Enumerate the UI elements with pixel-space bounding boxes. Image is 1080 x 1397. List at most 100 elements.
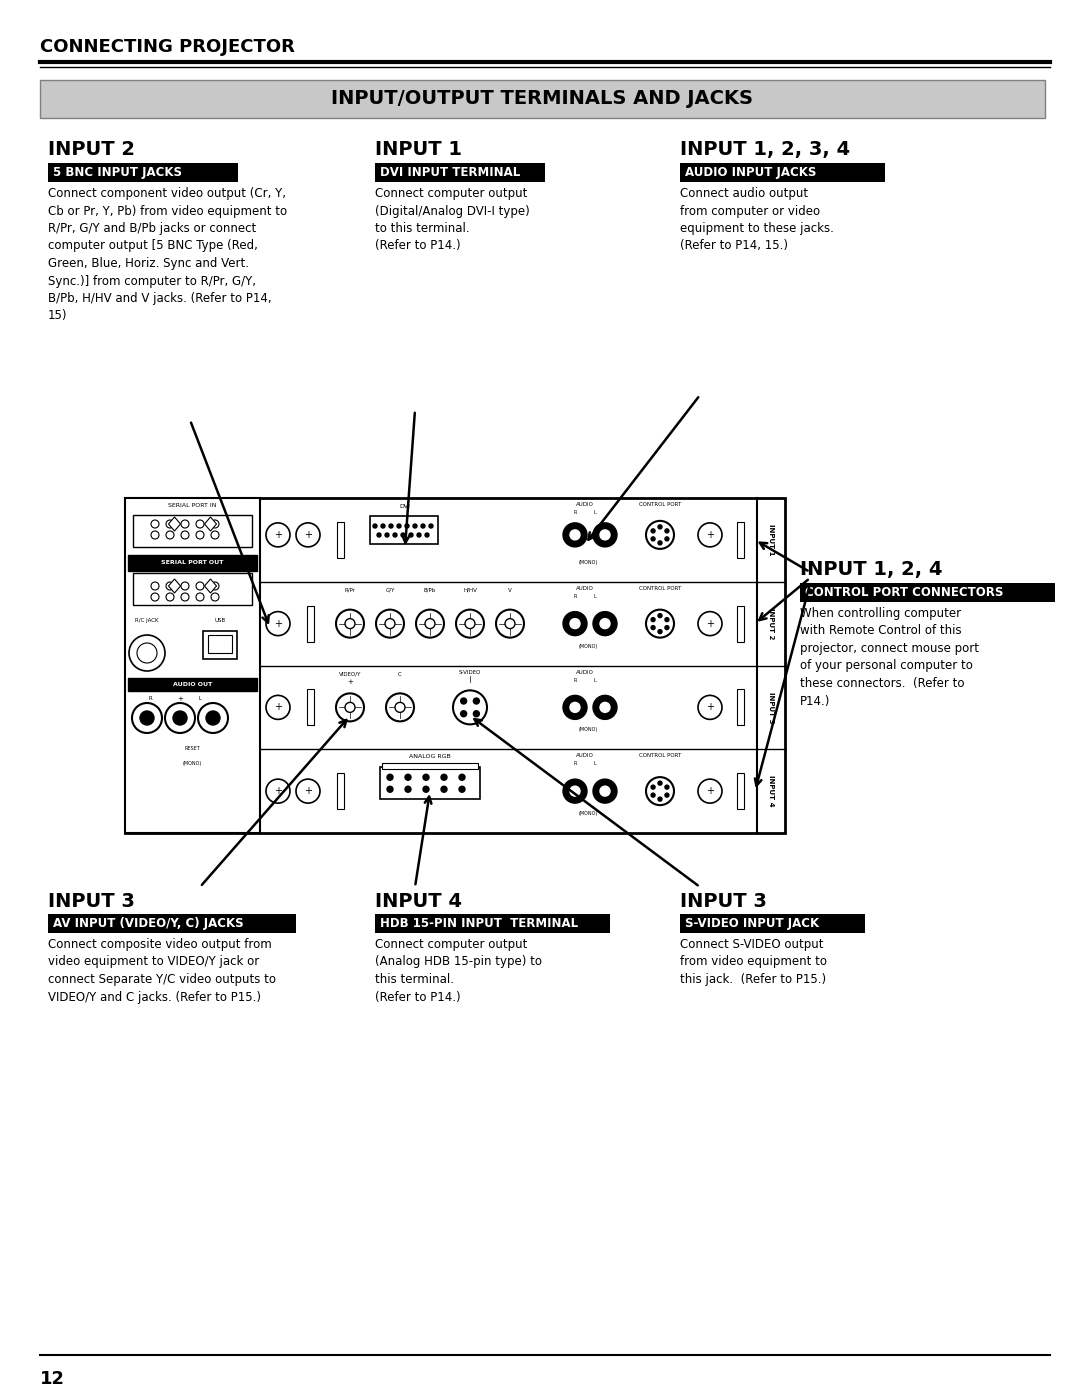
Circle shape xyxy=(387,774,393,781)
Circle shape xyxy=(563,522,588,546)
Text: +: + xyxy=(177,696,183,703)
Bar xyxy=(125,497,785,833)
Bar xyxy=(375,914,610,933)
Text: R/Pr: R/Pr xyxy=(345,588,355,592)
Text: INPUT 2: INPUT 2 xyxy=(48,140,135,159)
Circle shape xyxy=(505,619,515,629)
Text: USB: USB xyxy=(215,617,226,623)
Circle shape xyxy=(266,612,291,636)
Polygon shape xyxy=(204,578,216,592)
Circle shape xyxy=(181,531,189,539)
Text: AUDIO: AUDIO xyxy=(576,669,594,675)
Circle shape xyxy=(416,609,444,637)
Text: (MONO): (MONO) xyxy=(183,761,202,766)
Text: +: + xyxy=(706,529,714,539)
Text: (MONO): (MONO) xyxy=(579,560,597,564)
Circle shape xyxy=(395,703,405,712)
Text: CONTROL PORT: CONTROL PORT xyxy=(639,585,681,591)
Circle shape xyxy=(646,609,674,637)
Text: R: R xyxy=(573,510,577,515)
Circle shape xyxy=(173,711,187,725)
Bar xyxy=(737,606,743,641)
Text: +: + xyxy=(274,619,282,629)
Circle shape xyxy=(195,520,204,528)
Circle shape xyxy=(698,696,723,719)
Circle shape xyxy=(658,541,662,545)
Bar xyxy=(370,515,438,543)
Circle shape xyxy=(658,613,662,617)
Circle shape xyxy=(593,612,617,636)
Text: Connect computer output
(Digital/Analog DVI-I type)
to this terminal.
(Refer to : Connect computer output (Digital/Analog … xyxy=(375,187,530,253)
Text: INPUT 1, 2, 3, 4: INPUT 1, 2, 3, 4 xyxy=(680,140,850,159)
Bar xyxy=(129,678,257,692)
Text: L: L xyxy=(199,696,202,701)
Circle shape xyxy=(381,524,384,528)
Text: (MONO): (MONO) xyxy=(579,728,597,732)
Circle shape xyxy=(461,698,467,704)
Text: (MONO): (MONO) xyxy=(579,812,597,816)
Circle shape xyxy=(211,592,219,601)
Circle shape xyxy=(336,693,364,721)
Circle shape xyxy=(665,617,669,622)
Text: SERIAL PORT OUT: SERIAL PORT OUT xyxy=(161,560,224,566)
Circle shape xyxy=(459,787,465,792)
Circle shape xyxy=(377,534,381,536)
Circle shape xyxy=(651,536,656,541)
Bar xyxy=(382,763,478,770)
Text: Connect component video output (Cr, Y,
Cb or Pr, Y, Pb) from video equipment to
: Connect component video output (Cr, Y, C… xyxy=(48,187,287,323)
Text: INPUT 1, 2, 4: INPUT 1, 2, 4 xyxy=(800,560,943,578)
Circle shape xyxy=(593,522,617,546)
Text: AUDIO OUT: AUDIO OUT xyxy=(173,682,212,687)
Circle shape xyxy=(461,711,467,717)
Circle shape xyxy=(387,787,393,792)
Text: AUDIO: AUDIO xyxy=(576,502,594,507)
Text: +: + xyxy=(706,619,714,629)
Bar xyxy=(680,914,865,933)
Text: L: L xyxy=(594,510,596,515)
Circle shape xyxy=(453,690,487,725)
Text: 5 BNC INPUT JACKS: 5 BNC INPUT JACKS xyxy=(53,166,183,179)
Circle shape xyxy=(397,524,401,528)
Circle shape xyxy=(181,583,189,590)
Text: R/C JACK: R/C JACK xyxy=(135,617,159,623)
Circle shape xyxy=(441,774,447,781)
Text: +: + xyxy=(347,679,353,686)
Circle shape xyxy=(600,787,610,796)
Circle shape xyxy=(211,531,219,539)
Circle shape xyxy=(651,626,656,630)
Circle shape xyxy=(459,774,465,781)
Bar xyxy=(337,773,343,809)
Circle shape xyxy=(665,785,669,789)
Circle shape xyxy=(658,781,662,785)
Circle shape xyxy=(426,619,435,629)
Circle shape xyxy=(473,711,480,717)
Circle shape xyxy=(140,711,154,725)
Bar xyxy=(737,773,743,809)
Circle shape xyxy=(658,525,662,529)
Circle shape xyxy=(296,522,320,546)
Circle shape xyxy=(665,793,669,798)
Text: CONTROL PORT CONNECTORS: CONTROL PORT CONNECTORS xyxy=(805,585,1003,599)
Text: CONNECTING PROJECTOR: CONNECTING PROJECTOR xyxy=(40,38,295,56)
Text: DVI: DVI xyxy=(400,504,410,509)
Text: INPUT 4: INPUT 4 xyxy=(375,893,462,911)
Circle shape xyxy=(181,520,189,528)
Bar xyxy=(380,767,480,799)
Circle shape xyxy=(651,785,656,789)
Circle shape xyxy=(151,531,159,539)
Circle shape xyxy=(658,798,662,800)
Circle shape xyxy=(570,619,580,629)
Bar xyxy=(737,522,743,557)
Circle shape xyxy=(266,780,291,803)
Text: VIDEO/Y: VIDEO/Y xyxy=(339,672,361,676)
Circle shape xyxy=(698,612,723,636)
Circle shape xyxy=(658,630,662,634)
Circle shape xyxy=(563,780,588,803)
Text: Connect computer output
(Analog HDB 15-pin type) to
this terminal.
(Refer to P14: Connect computer output (Analog HDB 15-p… xyxy=(375,937,542,1003)
Circle shape xyxy=(423,787,429,792)
Text: SERIAL PORT IN: SERIAL PORT IN xyxy=(168,503,217,509)
Circle shape xyxy=(384,619,395,629)
Text: L: L xyxy=(594,761,596,766)
Circle shape xyxy=(600,529,610,539)
Circle shape xyxy=(132,703,162,733)
